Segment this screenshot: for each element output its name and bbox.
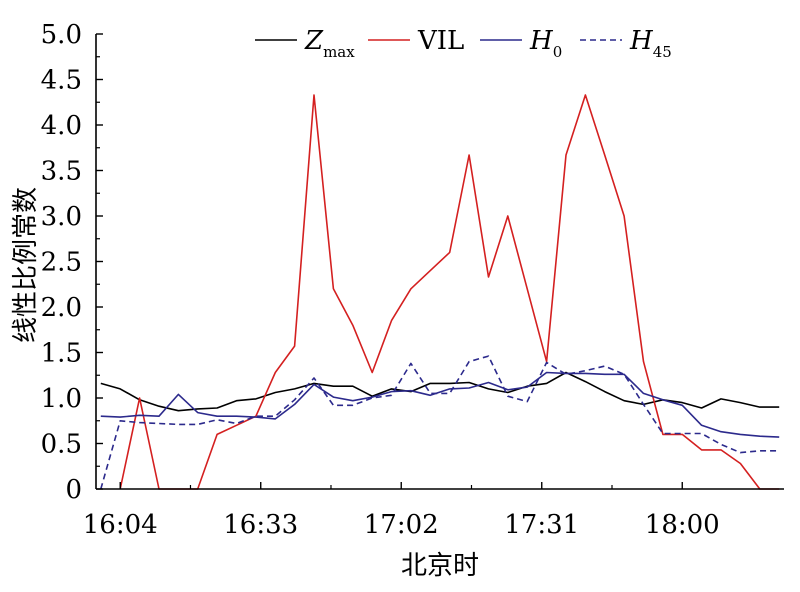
- legend-label: Zmax: [304, 26, 355, 61]
- series-lines: [100, 94, 780, 490]
- y-tick-label: 0: [65, 475, 82, 505]
- x-axis-title: 北京时: [401, 551, 479, 581]
- y-tick-label: 0.5: [41, 430, 82, 460]
- x-tick-label: 16:04: [83, 510, 158, 540]
- y-tick-label: 5.0: [41, 20, 82, 50]
- series-line-vil: [119, 94, 780, 490]
- legend-label: H0: [529, 26, 562, 61]
- legend-label-subscript: 45: [653, 43, 672, 61]
- x-tick-label: 18:00: [645, 510, 720, 540]
- y-axis-title: 线性比例常数: [11, 187, 41, 343]
- axes: [95, 33, 784, 490]
- y-tick-label: 4.0: [41, 111, 82, 141]
- y-tick-label: 1.5: [41, 339, 82, 369]
- y-tick-label: 2.5: [41, 248, 82, 278]
- x-tick-label: 17:02: [364, 510, 439, 540]
- legend-label-subscript: max: [323, 43, 355, 61]
- legend-label: H45: [629, 26, 672, 61]
- y-tick-label: 4.5: [41, 66, 82, 96]
- legend-label-subscript: 0: [553, 43, 563, 61]
- legend-label: VIL: [417, 26, 464, 56]
- x-tick-label: 16:33: [223, 510, 298, 540]
- x-tick-label: 17:31: [504, 510, 579, 540]
- y-tick-label: 3.0: [41, 202, 82, 232]
- series-line-h-45: [100, 355, 780, 490]
- y-tick-label: 3.5: [41, 157, 82, 187]
- y-tick-label: 1.0: [41, 384, 82, 414]
- tick-labels: 0 0.5 1.0 1.5 2.0 2.5 3.0 3.5 4.0 4.5 5.0 16:04 16:3…: [41, 20, 720, 540]
- y-tick-label: 2.0: [41, 293, 82, 323]
- legend: Zmax VIL H0 H45: [255, 26, 672, 61]
- series-line-h-0: [100, 371, 780, 438]
